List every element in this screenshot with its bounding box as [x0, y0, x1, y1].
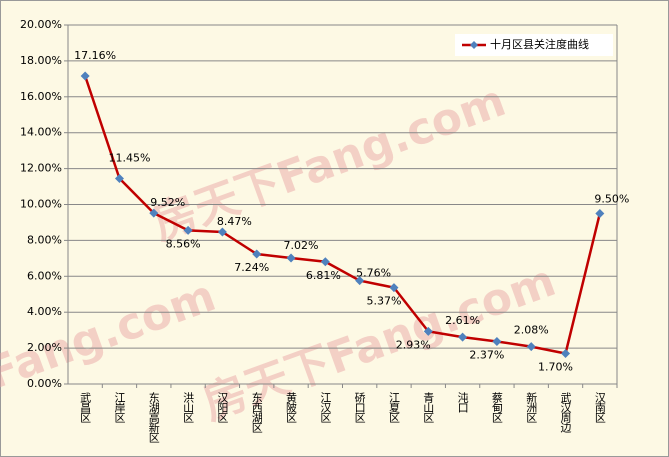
x-tick-label: 黄陂区	[285, 391, 298, 423]
value-label: 11.45%	[108, 151, 150, 164]
y-tick-label: 2.00%	[27, 341, 62, 354]
marker	[458, 332, 468, 342]
x-tick-label: 江岸区	[113, 392, 126, 423]
x-tick-label: 硚口区	[353, 392, 366, 423]
value-label: 2.61%	[445, 314, 480, 327]
marker	[252, 249, 262, 259]
x-tick-label: 沌口	[456, 392, 469, 413]
value-label: 7.02%	[284, 239, 319, 252]
x-tick-label: 武汉周边	[559, 392, 572, 433]
marker	[320, 257, 330, 267]
y-tick-label: 20.00%	[20, 18, 62, 31]
y-tick-label: 10.00%	[20, 198, 62, 211]
x-tick-label: 东西湖区	[250, 392, 263, 433]
y-tick-label: 4.00%	[27, 305, 62, 318]
y-tick-label: 18.00%	[20, 54, 62, 67]
marker	[217, 227, 227, 237]
marker	[526, 342, 536, 352]
legend-marker	[470, 41, 478, 49]
x-tick-label: 汉南区	[593, 392, 606, 423]
y-tick-label: 6.00%	[27, 269, 62, 282]
legend-box	[455, 34, 613, 56]
marker	[355, 276, 365, 286]
value-label: 17.16%	[74, 49, 116, 62]
value-label: 7.24%	[234, 261, 269, 274]
y-tick-label: 12.00%	[20, 162, 62, 175]
value-label: 2.93%	[396, 338, 431, 351]
x-tick-label: 青山区	[422, 392, 435, 423]
value-label: 5.37%	[366, 295, 401, 308]
x-tick-label: 新洲区	[525, 391, 538, 423]
value-label: 2.08%	[514, 324, 549, 337]
marker	[286, 253, 296, 263]
marker	[389, 283, 399, 293]
y-tick-label: 16.00%	[20, 90, 62, 103]
x-tick-label: 洪山区	[182, 391, 195, 423]
marker	[183, 225, 193, 235]
x-tick-label: 蔡甸区	[490, 392, 503, 423]
marker	[423, 326, 433, 336]
marker	[492, 336, 502, 346]
marker	[114, 173, 124, 183]
x-tick-label: 江夏区	[387, 392, 400, 423]
value-label: 1.70%	[538, 360, 573, 373]
x-tick-label: 汉阳区	[216, 392, 229, 423]
y-tick-label: 8.00%	[27, 233, 62, 246]
value-label: 8.56%	[166, 237, 201, 250]
line	[83, 75, 602, 355]
value-label: 9.52%	[150, 196, 185, 209]
marker	[149, 208, 159, 218]
marker	[595, 208, 605, 218]
value-label: 2.37%	[469, 348, 504, 361]
value-label: 6.81%	[306, 269, 341, 282]
marker	[80, 71, 90, 81]
value-label: 9.50%	[594, 192, 629, 205]
x-tick-label: 江汉区	[319, 392, 332, 423]
y-tick-label: 0.00%	[27, 377, 62, 390]
y-tick-label: 14.00%	[20, 126, 62, 139]
value-label: 5.76%	[356, 267, 391, 280]
x-tick-label: 武昌区	[79, 392, 92, 423]
value-label: 8.47%	[217, 215, 252, 228]
x-tick-label: 东湖高新区	[147, 392, 160, 443]
marker	[561, 348, 571, 358]
legend-label: 十月区县关注度曲线	[490, 37, 589, 51]
